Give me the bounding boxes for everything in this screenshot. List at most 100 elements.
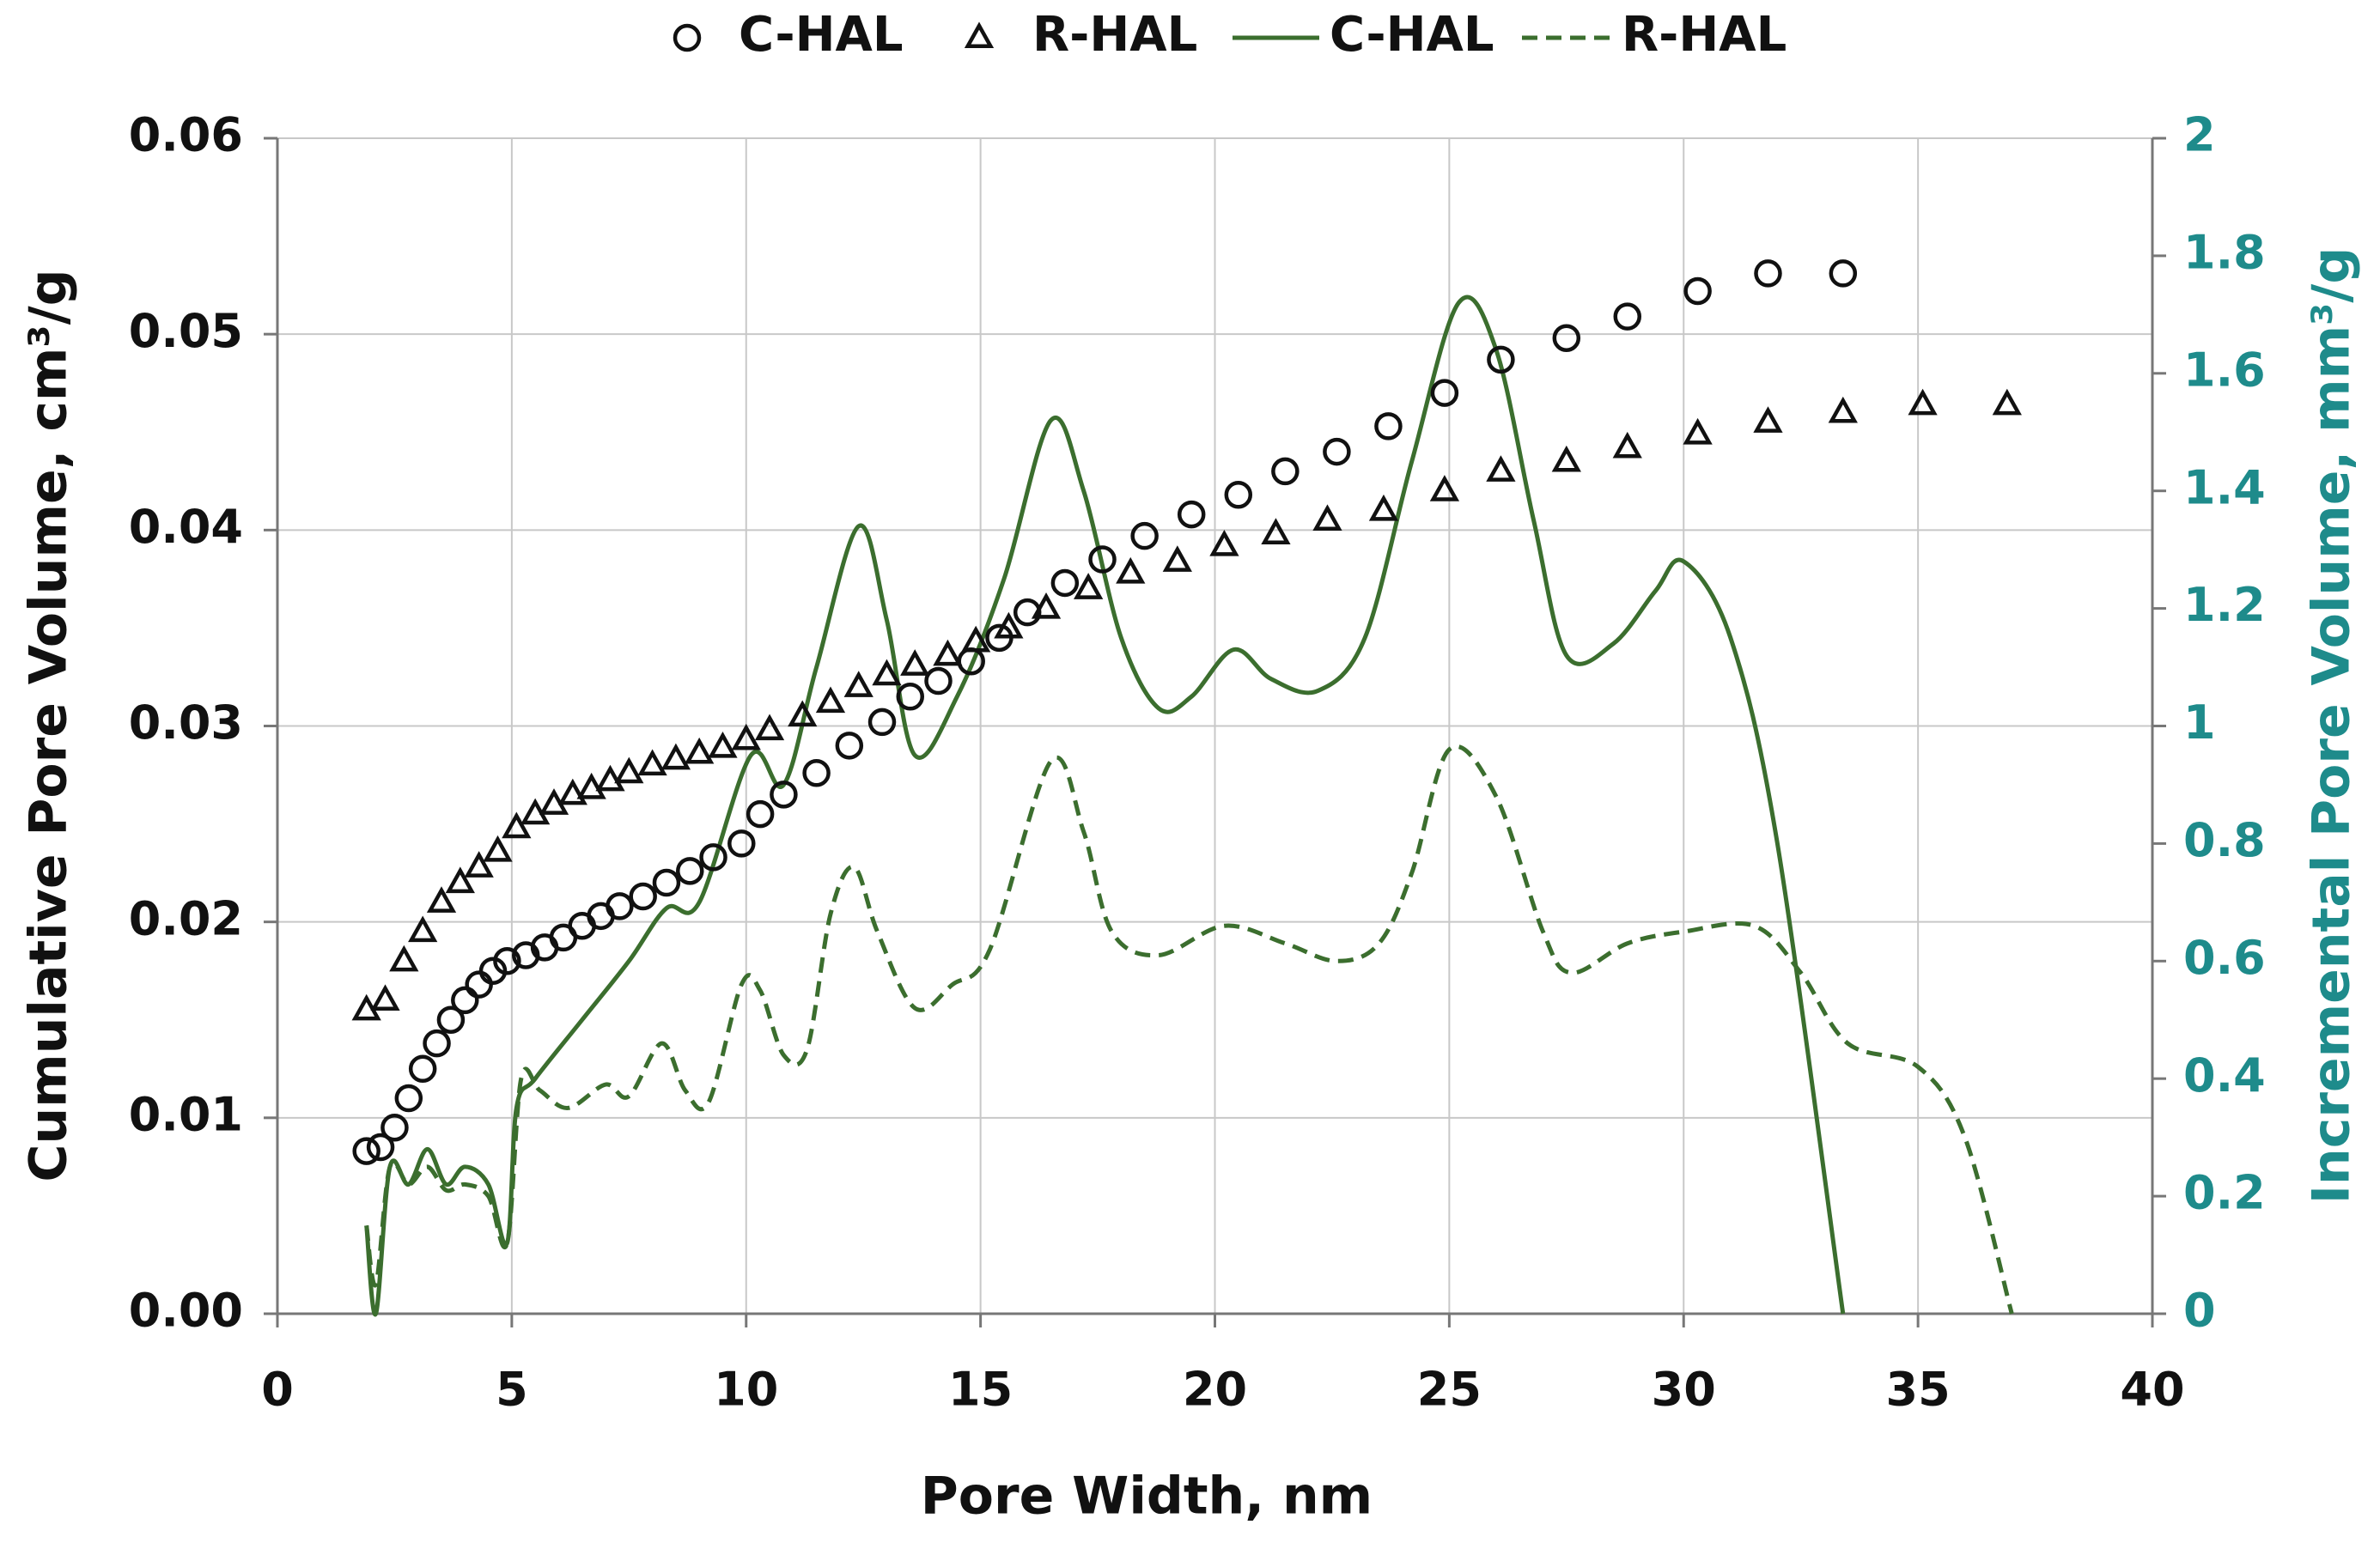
legend-label: R-HAL (1622, 7, 1787, 63)
circle-marker (1323, 437, 1351, 466)
y-tick-label: 0.02 (129, 891, 243, 945)
triangle-marker (1486, 455, 1516, 482)
circle-marker (1683, 276, 1712, 306)
y2-tick-label: 0.4 (2183, 1048, 2266, 1102)
y2-tick-label: 0 (2183, 1284, 2216, 1338)
x-tick-label: 10 (714, 1363, 778, 1417)
triangle-marker (731, 723, 761, 750)
circle-marker (436, 1005, 466, 1034)
triangle-marker (1992, 388, 2022, 416)
x-axis-title: Pore Width, nm (921, 1467, 1373, 1527)
triangle-marker (754, 714, 785, 741)
triangle-marker (557, 778, 587, 805)
y-tick-label: 0.00 (129, 1284, 243, 1338)
triangle-marker (1683, 417, 1713, 445)
triangle-marker (843, 671, 873, 697)
series-line (364, 295, 1846, 1317)
legend-item: C-HAL (1233, 7, 1494, 63)
triangle-marker (408, 915, 438, 943)
triangle-marker (576, 772, 606, 799)
circle-marker (1613, 302, 1642, 331)
triangle-marker (1753, 406, 1783, 433)
triangle-marker (1828, 396, 1858, 423)
x-tick-label: 15 (948, 1363, 1013, 1417)
circle-marker (1754, 259, 1782, 288)
x-tick-label: 30 (1652, 1363, 1716, 1417)
y2-tick-label: 1.2 (2183, 578, 2266, 632)
circle-marker (727, 829, 756, 858)
y2-tick-label: 1.4 (2183, 460, 2266, 514)
x-tick-label: 40 (2120, 1363, 2184, 1417)
triangle-marker (502, 811, 532, 839)
circle-marker (451, 986, 479, 1015)
triangle-marker (1368, 494, 1399, 521)
triangle-marker (1162, 545, 1192, 572)
circle-marker (606, 892, 634, 920)
circle-marker (366, 1133, 395, 1162)
circle-marker (394, 1084, 423, 1113)
triangle-marker (370, 984, 400, 1011)
triangle-marker (445, 866, 475, 894)
circle-marker (629, 882, 657, 911)
circle-marker (1829, 259, 1858, 288)
triangle-marker (1074, 573, 1104, 599)
y2-tick-label: 1.8 (2183, 226, 2266, 280)
triangle-marker (994, 611, 1024, 639)
circle-marker (493, 947, 521, 975)
circle-marker (1224, 481, 1253, 509)
y-tick-label: 0.04 (129, 500, 243, 554)
y-tick-label: 0.01 (129, 1087, 243, 1141)
triangle-marker (595, 764, 625, 792)
circle-marker (408, 1054, 437, 1084)
y2-tick-label: 2 (2183, 108, 2216, 162)
circle-marker (1088, 545, 1117, 574)
y2-tick-label: 0.6 (2183, 931, 2266, 985)
triangle-marker (900, 649, 930, 676)
circle-marker (746, 799, 775, 829)
x-tick-label: 25 (1417, 1363, 1482, 1417)
circle-marker (652, 868, 681, 897)
triangle-marker (1031, 592, 1062, 619)
circle-marker (699, 843, 727, 872)
triangle-marker (961, 625, 991, 653)
circle-marker (423, 1029, 451, 1058)
triangle-marker (637, 749, 667, 776)
y-tick-label: 0.06 (129, 108, 243, 162)
circle-marker (924, 666, 953, 695)
triangle-marker (464, 851, 494, 878)
y2-tick-label: 0.8 (2183, 813, 2266, 867)
x-tick-label: 35 (1886, 1363, 1951, 1417)
series-line (364, 744, 2014, 1315)
circle-marker (1177, 500, 1206, 529)
legend-item: R-HAL (964, 7, 1197, 63)
x-tick-label: 5 (496, 1363, 528, 1417)
triangle-marker (1429, 475, 1460, 501)
triangle-marker (426, 886, 457, 913)
circle-marker (465, 970, 493, 999)
triangle-marker (614, 756, 644, 784)
triangle-marker (933, 639, 963, 666)
triangle-marker (872, 659, 902, 686)
circle-marker (802, 759, 831, 787)
triangle-marker (483, 835, 513, 862)
y-tick-label: 0.05 (129, 304, 243, 358)
y-tick-label: 0.03 (129, 695, 243, 750)
legend-item: R-HAL (1522, 7, 1787, 63)
triangle-marker (1612, 431, 1642, 459)
y2-tick-label: 1.6 (2183, 343, 2266, 397)
legend-label: C-HAL (1330, 7, 1494, 63)
x-tick-label: 20 (1183, 1363, 1247, 1417)
triangle-marker (389, 945, 419, 972)
circle-marker (478, 957, 508, 985)
triangle-marker (1312, 504, 1342, 531)
circle-marker (1487, 345, 1515, 374)
circle-marker (1050, 568, 1080, 598)
circle-marker (1130, 521, 1159, 550)
circle-marker (673, 23, 702, 52)
circle-marker (1374, 412, 1403, 440)
triangle-marker (1551, 445, 1581, 472)
y2-tick-label: 1 (2183, 695, 2216, 750)
circle-marker (1552, 324, 1581, 352)
triangle-marker (788, 700, 818, 727)
x-tick-label: 0 (261, 1363, 294, 1417)
